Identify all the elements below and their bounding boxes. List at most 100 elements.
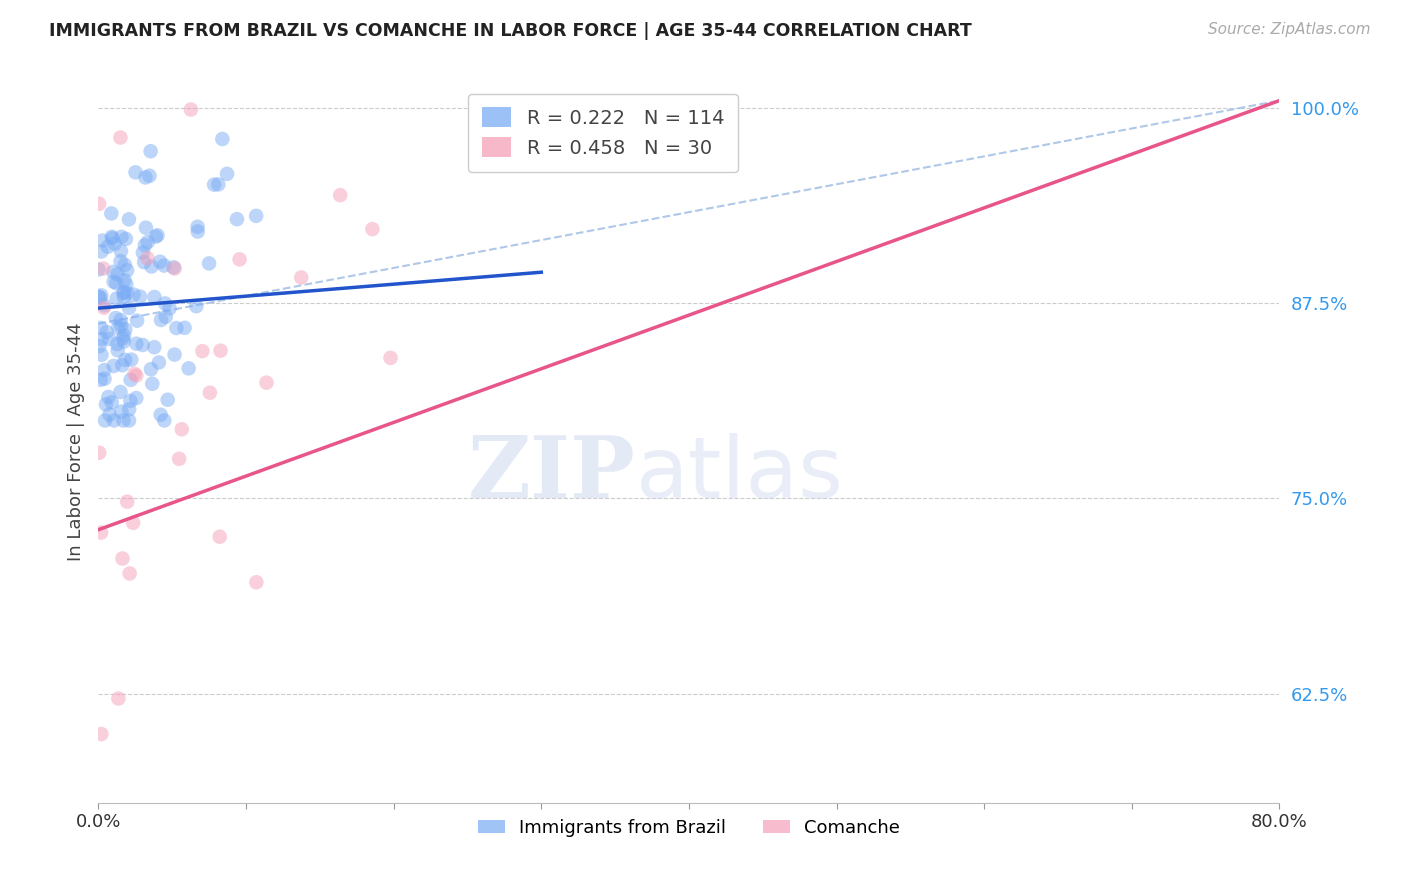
Point <box>90 348 112 362</box>
Point <box>114 322 136 336</box>
Point <box>110 230 132 244</box>
Point <box>125 336 148 351</box>
Point <box>187 219 209 234</box>
Point <box>170 422 193 436</box>
Point <box>165 321 187 335</box>
Point <box>110 313 132 327</box>
Point <box>136 251 159 265</box>
Point <box>114 352 136 367</box>
Point <box>153 413 176 427</box>
Point <box>103 265 125 279</box>
Point <box>103 275 125 289</box>
Point <box>90 288 112 302</box>
Point <box>89 196 111 211</box>
Point <box>115 277 138 292</box>
Point <box>110 244 132 258</box>
Point <box>118 402 141 417</box>
Point <box>163 348 186 362</box>
Point <box>139 145 162 159</box>
Point <box>103 413 125 427</box>
Point <box>361 222 384 236</box>
Point <box>122 516 145 530</box>
Point <box>290 270 312 285</box>
Point <box>150 313 173 327</box>
Point <box>162 260 184 275</box>
Point <box>93 372 115 386</box>
Point <box>111 331 134 345</box>
Point <box>112 328 135 343</box>
Point <box>107 691 129 706</box>
Point <box>115 285 138 300</box>
Point <box>380 351 402 365</box>
Point <box>187 225 209 239</box>
Point <box>120 393 142 408</box>
Point <box>209 343 232 358</box>
Point <box>90 525 112 540</box>
Point <box>145 229 167 244</box>
Point <box>177 361 200 376</box>
Point <box>115 494 138 508</box>
Point <box>105 276 128 290</box>
Point <box>124 367 146 381</box>
Point <box>202 178 225 192</box>
Point <box>107 267 129 281</box>
Point <box>186 299 208 313</box>
Point <box>110 404 132 418</box>
Point <box>111 551 134 566</box>
Point <box>104 310 127 325</box>
Text: ZIP: ZIP <box>468 432 636 516</box>
Text: IMMIGRANTS FROM BRAZIL VS COMANCHE IN LABOR FORCE | AGE 35-44 CORRELATION CHART: IMMIGRANTS FROM BRAZIL VS COMANCHE IN LA… <box>49 22 972 40</box>
Point <box>173 320 195 334</box>
Point <box>110 384 132 399</box>
Point <box>98 332 121 346</box>
Point <box>112 413 135 427</box>
Point <box>118 212 141 227</box>
Point <box>146 228 169 243</box>
Point <box>198 385 221 400</box>
Point <box>180 103 202 117</box>
Point <box>256 376 278 390</box>
Point <box>96 325 118 339</box>
Point <box>138 169 160 183</box>
Point <box>93 298 115 312</box>
Point <box>132 245 155 260</box>
Point <box>89 291 111 305</box>
Legend: Immigrants from Brazil, Comanche: Immigrants from Brazil, Comanche <box>471 812 907 845</box>
Point <box>112 285 135 300</box>
Point <box>159 301 181 316</box>
Point <box>105 292 128 306</box>
Text: Source: ZipAtlas.com: Source: ZipAtlas.com <box>1208 22 1371 37</box>
Point <box>98 408 121 422</box>
Point <box>156 392 179 407</box>
Point <box>101 229 124 244</box>
Point <box>167 451 190 466</box>
Point <box>114 258 136 272</box>
Point <box>90 373 112 387</box>
Point <box>100 395 122 409</box>
Point <box>101 231 124 245</box>
Point <box>111 358 134 372</box>
Point <box>97 240 120 254</box>
Point <box>228 252 250 267</box>
Point <box>211 132 233 146</box>
Point <box>208 530 231 544</box>
Point <box>105 337 128 351</box>
Point <box>118 301 141 315</box>
Point <box>90 321 112 335</box>
Text: atlas: atlas <box>636 433 844 516</box>
Point <box>93 301 115 315</box>
Point <box>112 334 135 349</box>
Point <box>110 318 132 333</box>
Point <box>120 373 142 387</box>
Point <box>94 413 117 427</box>
Point <box>115 232 138 246</box>
Point <box>131 338 153 352</box>
Point <box>139 362 162 376</box>
Point <box>148 355 170 369</box>
Point <box>87 289 110 303</box>
Point <box>134 255 156 269</box>
Point <box>112 285 135 299</box>
Point <box>134 170 156 185</box>
Point <box>143 340 166 354</box>
Point <box>112 290 135 304</box>
